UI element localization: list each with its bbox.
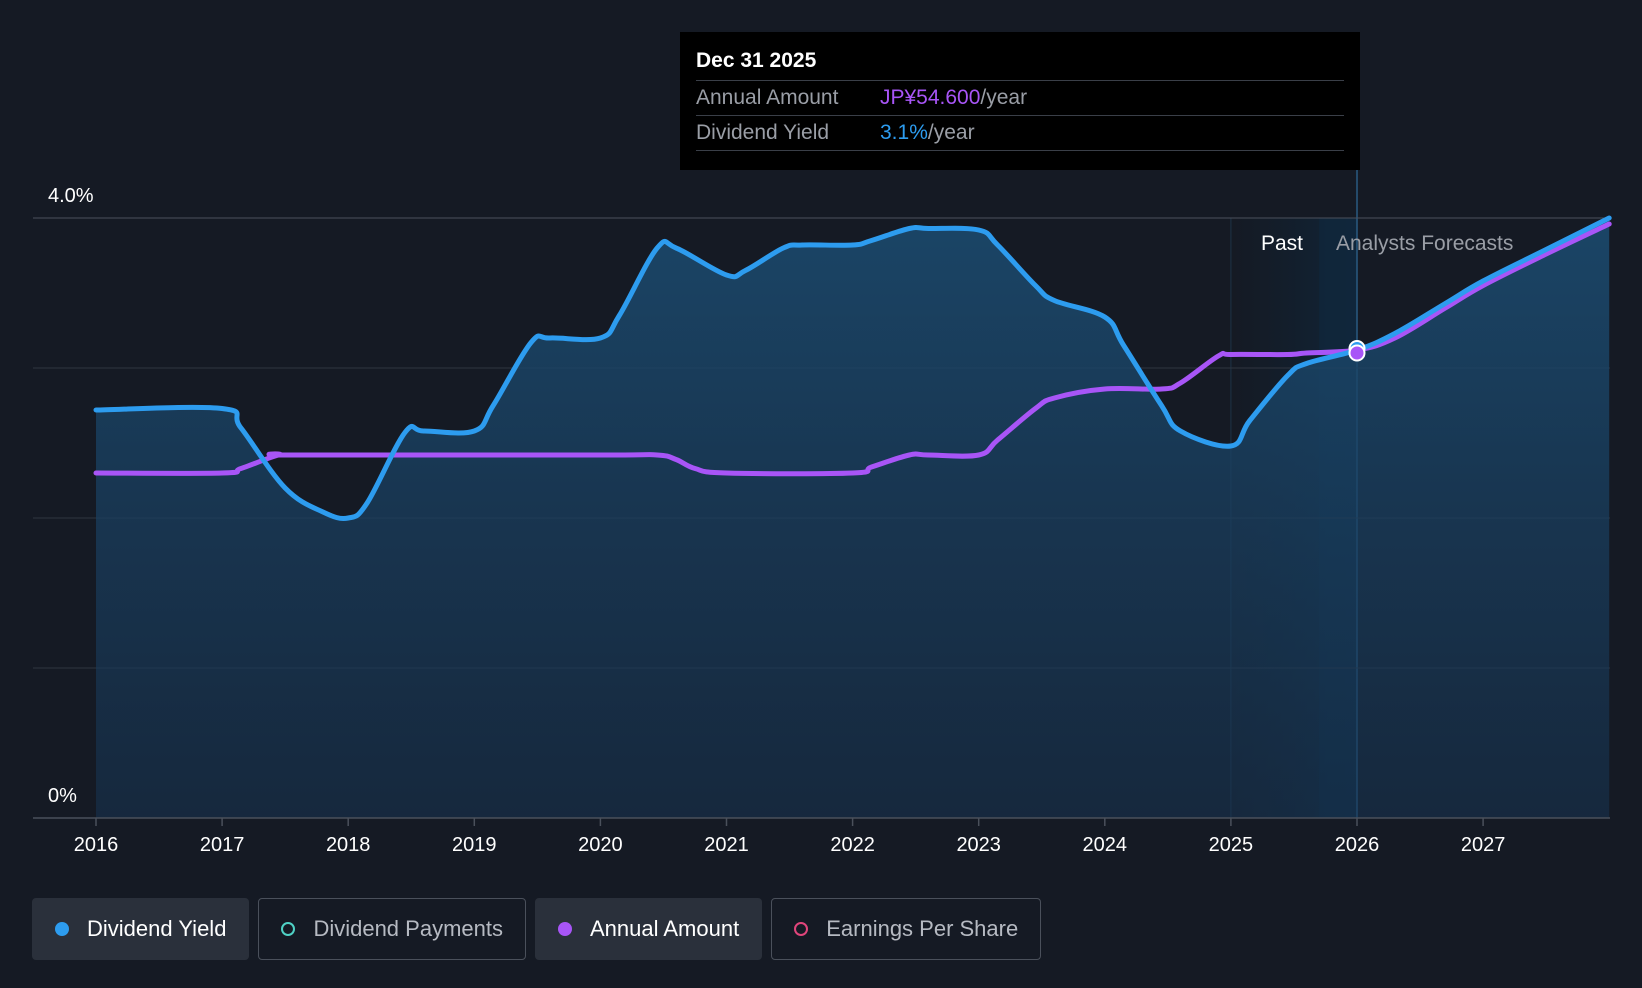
x-tick-label: 2023 (956, 834, 1001, 856)
x-tick-label: 2020 (578, 834, 623, 856)
y-tick-label-max: 4.0% (48, 185, 94, 207)
legend-dot-icon (794, 922, 809, 936)
x-tick-label: 2027 (1461, 834, 1506, 856)
annual-amount-marker (1348, 344, 1366, 362)
x-tick-label: 2019 (452, 834, 497, 856)
legend-label: Dividend Payments (313, 916, 503, 941)
legend-item-earnings-per-share[interactable]: Earnings Per Share (771, 898, 1042, 960)
x-tick-label: 2017 (200, 834, 245, 856)
legend-label: Annual Amount (589, 916, 740, 941)
chart-legend: Dividend Yield Dividend Payments Annual … (32, 898, 1042, 962)
legend-label: Earnings Per Share (826, 916, 1019, 941)
dividend-yield-line (93, 215, 1612, 522)
legend-dot-icon (55, 922, 69, 936)
legend-item-annual-amount[interactable]: Annual Amount (534, 898, 763, 960)
x-tick-label: 2025 (1209, 834, 1254, 856)
legend-dot-icon (281, 922, 296, 936)
tooltip-annual-amount-unit: /year (980, 86, 1028, 109)
tooltip-dividend-yield-value: 3.1% (880, 121, 928, 144)
legend-dot-icon (557, 922, 572, 936)
chart-tooltip: Dec 31 2025 Annual Amount JP¥54.600 /yea… (680, 32, 1360, 170)
tooltip-dividend-yield-unit: /year (927, 121, 975, 144)
tooltip-row-annual-amount: Annual Amount JP¥54.600 /year (696, 81, 1344, 116)
x-tick-label: 2022 (830, 834, 875, 856)
x-tick-label: 2026 (1335, 834, 1380, 856)
tooltip-dividend-yield-label: Dividend Yield (696, 121, 830, 144)
past-region-label: Past (1261, 232, 1303, 255)
x-tick-label: 2021 (704, 834, 749, 856)
forecast-region-label: Analysts Forecasts (1336, 232, 1513, 255)
tooltip-date: Dec 31 2025 (696, 46, 1344, 81)
tooltip-annual-amount-label: Annual Amount (696, 86, 839, 109)
y-tick-label-min: 0% (48, 785, 77, 807)
x-tick-label: 2024 (1083, 834, 1128, 856)
legend-item-dividend-yield[interactable]: Dividend Yield (32, 898, 250, 960)
dividend-yield-area (96, 218, 1610, 818)
x-tick-label: 2018 (326, 834, 371, 856)
tooltip-annual-amount-value: JP¥54.600 (880, 86, 981, 109)
legend-item-dividend-payments[interactable]: Dividend Payments (258, 898, 526, 960)
tooltip-row-dividend-yield: Dividend Yield 3.1% /year (696, 116, 1344, 151)
legend-label: Dividend Yield (87, 916, 227, 941)
x-tick-label: 2016 (74, 834, 119, 856)
